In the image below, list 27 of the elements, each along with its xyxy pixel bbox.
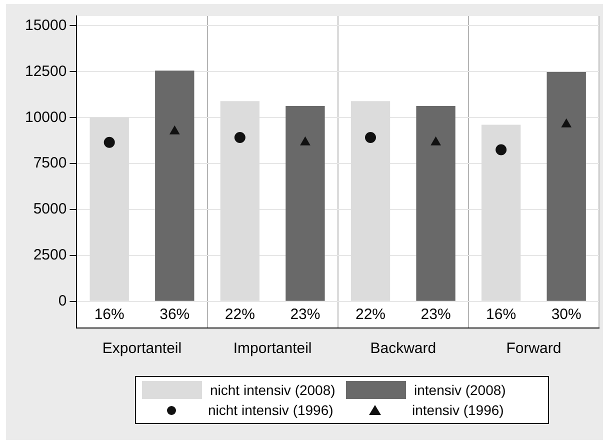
annotation: 23%	[420, 306, 451, 323]
x-tick-label: Importanteil	[233, 340, 312, 358]
annotation: 16%	[94, 306, 124, 323]
annotation: 16%	[486, 306, 516, 323]
annotation: 30%	[551, 306, 582, 323]
legend-label: nicht intensiv (1996)	[208, 402, 334, 418]
annotation: 22%	[224, 306, 255, 323]
x-tick-label: Exportanteil	[102, 340, 182, 358]
bar	[546, 72, 586, 301]
annotation: 36%	[160, 306, 190, 323]
y-tick-label: 15000	[24, 16, 67, 34]
legend-label: intensiv (1996)	[412, 402, 504, 418]
x-tick-label: Forward	[506, 340, 562, 358]
annotation: 22%	[355, 306, 386, 323]
y-tick-label: 12500	[24, 62, 67, 80]
legend-label: nicht intensiv (2008)	[210, 382, 336, 398]
y-tick-label: 10000	[24, 108, 67, 126]
annotation: 23%	[290, 306, 320, 323]
bar	[416, 106, 456, 301]
bar	[286, 106, 325, 301]
y-tick-label: 0	[58, 292, 67, 310]
y-tick-label: 5000	[33, 200, 67, 218]
x-tick-label: Backward	[370, 340, 436, 358]
legend-label: intensiv (2008)	[414, 382, 506, 398]
bar	[155, 70, 194, 301]
y-tick-label: 2500	[33, 246, 67, 264]
y-tick-label: 7500	[33, 154, 67, 172]
